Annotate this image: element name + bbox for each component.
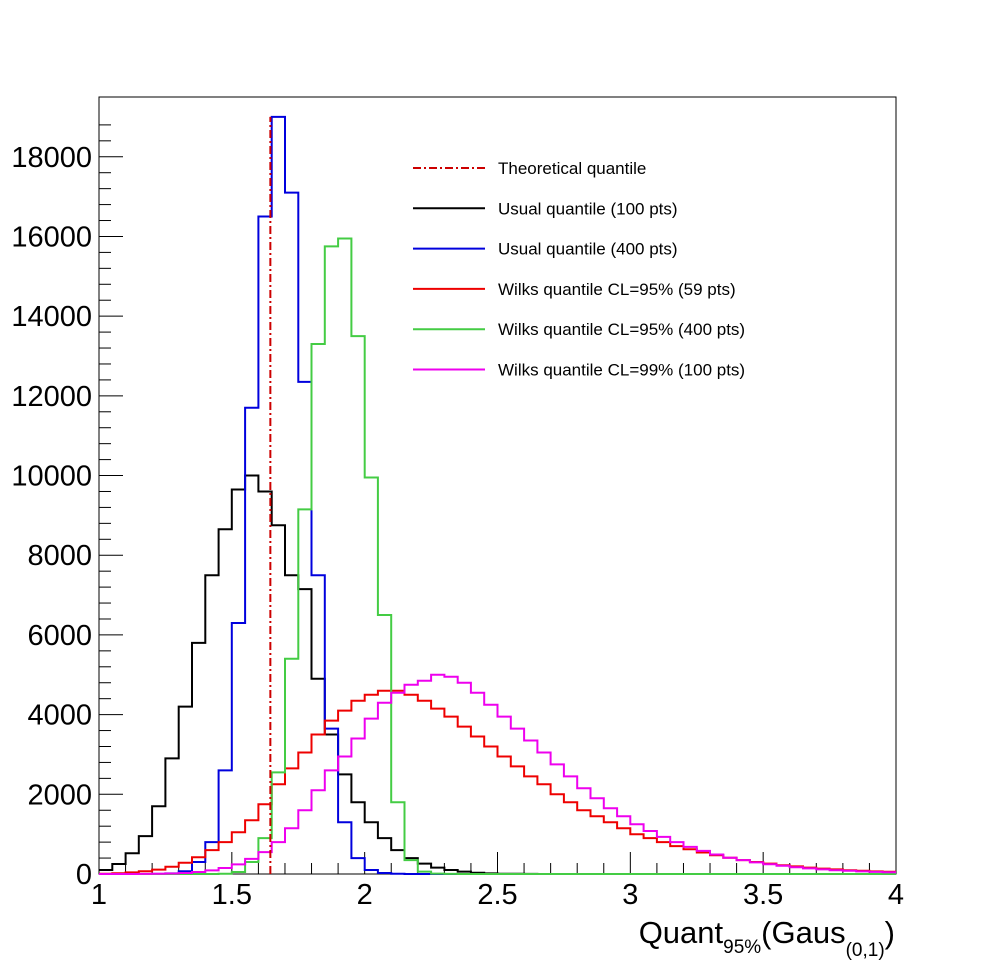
tick-labels: 1 1.5 2 2.5 3 3.5 4 0 2000 4000 6000 8000 10000 12000… bbox=[11, 142, 904, 911]
series-line bbox=[99, 115, 896, 875]
axis-ticks bbox=[98, 124, 897, 875]
y-tick-label: 14000 bbox=[11, 301, 92, 333]
legend-entry: Usual quantile (400 pts) bbox=[498, 240, 678, 259]
y-tick-label: 18000 bbox=[11, 142, 92, 174]
legend-entry: Wilks quantile CL=99% (100 pts) bbox=[498, 361, 745, 380]
x-tick-label: 3.5 bbox=[743, 879, 783, 911]
y-tick-label: 0 bbox=[76, 859, 92, 891]
x-tick-label: 2.5 bbox=[477, 879, 517, 911]
series-line bbox=[99, 237, 896, 875]
histogram-series bbox=[99, 115, 896, 875]
x-tick-label: 4 bbox=[888, 879, 904, 911]
x-axis-title: Quant95%(Gaus(0,1)) bbox=[639, 915, 895, 961]
y-tick-label: 10000 bbox=[11, 461, 92, 493]
y-tick-label: 2000 bbox=[27, 779, 92, 811]
legend-entry: Theoretical quantile bbox=[498, 159, 646, 178]
legend-entry: Wilks quantile CL=95% (400 pts) bbox=[498, 320, 745, 339]
y-tick-label: 16000 bbox=[11, 221, 92, 253]
legend-entry: Wilks quantile CL=95% (59 pts) bbox=[498, 280, 736, 299]
y-tick-label: 6000 bbox=[27, 620, 92, 652]
x-tick-label: 3 bbox=[622, 879, 638, 911]
legend: Theoretical quantile Usual quantile (100 … bbox=[413, 159, 745, 380]
y-tick-label: 4000 bbox=[27, 700, 92, 732]
x-tick-label: 1.5 bbox=[212, 879, 252, 911]
y-tick-label: 8000 bbox=[27, 540, 92, 572]
series-line bbox=[99, 673, 896, 875]
x-tick-label: 2 bbox=[357, 879, 373, 911]
legend-entry: Usual quantile (100 pts) bbox=[498, 199, 678, 218]
x-tick-label: 1 bbox=[91, 879, 107, 911]
y-tick-label: 12000 bbox=[11, 381, 92, 413]
